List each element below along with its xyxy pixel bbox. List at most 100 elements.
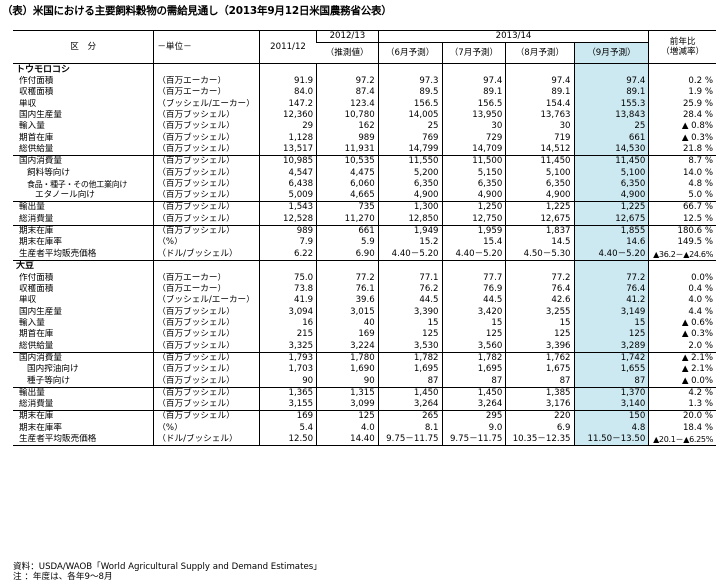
value-cell: 6,438 <box>258 178 317 190</box>
value-cell: 989 <box>258 224 317 238</box>
table-row: 国内搾油向け （百万ブッシェル） 1,703 1,690 1,695 1,695 1,675… <box>13 364 716 376</box>
row-unit: （百万エーカー） <box>153 272 260 285</box>
value-cell: 73.8 <box>258 284 317 296</box>
value-cell: 4.40－5.20 <box>573 248 649 261</box>
value-cell: 90 <box>258 375 317 388</box>
value-cell: 6.90 <box>316 248 379 261</box>
value-cell: 11,931 <box>316 143 379 156</box>
section-spacer <box>505 259 575 273</box>
row-unit: （ブッシェル/エーカー） <box>153 295 260 307</box>
value-cell: 15 <box>377 317 443 330</box>
value-cell: 220 <box>505 410 575 423</box>
row-label: 作付面積 <box>19 76 54 87</box>
section-spacer <box>153 259 260 273</box>
value-cell: 6.9 <box>505 422 575 434</box>
yoy-cell: ▲20.1－▲6.25% <box>648 433 716 447</box>
yoy-cell: 8.7 % <box>648 155 716 168</box>
value-cell: 1,959 <box>441 224 506 238</box>
yoy-cell: 4.8 % <box>648 178 716 190</box>
yoy-cell: ▲ 2.1% <box>648 364 716 376</box>
yoy-cell: 1.9 % <box>648 87 716 99</box>
value-cell: 12,360 <box>258 109 317 122</box>
value-cell: 30 <box>505 121 575 133</box>
row-label: 収穫面積 <box>19 87 54 98</box>
row-label: 期末在庫 <box>13 410 154 423</box>
value-cell: 11,550 <box>377 155 443 168</box>
value-cell: 1,250 <box>441 201 506 214</box>
value-cell: 3,289 <box>573 340 649 353</box>
value-cell: 123.4 <box>316 98 379 110</box>
section-spacer <box>648 63 716 76</box>
value-cell: 25 <box>573 121 649 133</box>
value-cell: 41.2 <box>573 295 649 307</box>
value-cell: 125 <box>573 329 649 341</box>
table-row: 総消費量 （百万ブッシェル） 3,155 3,099 3,264 3,264 3,176 3,… <box>13 399 716 411</box>
value-cell: 1,742 <box>573 351 649 365</box>
value-cell: 1,695 <box>377 364 443 376</box>
row-label: 国内消費量 <box>13 155 154 168</box>
value-cell: 11,450 <box>505 155 575 168</box>
row-label: 期末在庫 <box>13 224 154 238</box>
table-body: トウモロコシ 作付面積 （百万エーカー） 91.9 97.2 97.3 97.4 97.4 97… <box>13 63 716 447</box>
section-spacer <box>316 259 379 273</box>
value-cell: 97.3 <box>377 76 443 88</box>
value-cell: 14.40 <box>316 433 379 447</box>
value-cell: 13,763 <box>505 109 575 122</box>
header-yoy-label: 前年比 <box>669 37 696 47</box>
value-cell: 125 <box>377 329 443 341</box>
table-row: 種子等向け （百万ブッシェル） 90 90 87 87 87 87 ▲ 0.0% <box>13 375 716 388</box>
value-cell: 3,149 <box>573 306 649 318</box>
table-row: 国内生産量 （百万ブッシェル） 3,094 3,015 3,390 3,420 3,255 3… <box>13 306 716 318</box>
value-cell: 97.4 <box>505 76 575 88</box>
value-cell: 295 <box>441 410 506 423</box>
section-spacer <box>258 63 317 76</box>
value-cell: 1,300 <box>377 201 443 214</box>
table-row: 飼料等向け （百万ブッシェル） 4,547 4,475 5,200 5,150 5,100 5… <box>13 167 716 179</box>
value-cell: 169 <box>258 410 317 423</box>
value-cell: 14,530 <box>573 143 649 156</box>
row-unit: （百万ブッシェル） <box>153 399 260 411</box>
value-cell: 91.9 <box>258 76 317 88</box>
value-cell: 5,009 <box>258 189 317 202</box>
value-cell: 5,100 <box>505 167 575 179</box>
yoy-cell: 180.6 % <box>648 224 716 238</box>
value-cell: 1,690 <box>316 364 379 376</box>
value-cell: 11.50－13.50 <box>573 433 649 447</box>
value-cell: 6,060 <box>316 178 379 190</box>
value-cell: 41.9 <box>258 295 317 307</box>
value-cell: 9.0 <box>441 422 506 434</box>
value-cell: 15 <box>573 317 649 330</box>
value-cell: 39.6 <box>316 295 379 307</box>
value-cell: 5.9 <box>316 237 379 249</box>
value-cell: 10,535 <box>316 155 379 168</box>
value-cell: 4,900 <box>573 189 649 202</box>
row-unit: （百万エーカー） <box>153 284 260 296</box>
value-cell: 76.4 <box>505 284 575 296</box>
section-header-corn: トウモロコシ <box>13 63 716 76</box>
row-unit: （ドル/ブッシェル） <box>153 433 260 447</box>
value-cell: 14,512 <box>505 143 575 156</box>
value-cell: 1,128 <box>258 132 317 144</box>
value-cell: 89.5 <box>377 87 443 99</box>
yoy-cell: 2.0 % <box>648 340 716 353</box>
yoy-cell: ▲ 2.1% <box>648 351 716 365</box>
row-label: 収穫面積 <box>19 284 54 295</box>
value-cell: 97.2 <box>316 76 379 88</box>
header-2012: 2012/13 <box>316 30 379 43</box>
value-cell: 89.1 <box>441 87 506 99</box>
value-cell: 4,900 <box>505 189 575 202</box>
value-cell: 5,200 <box>377 167 443 179</box>
row-label: 期末在庫率 <box>19 422 62 433</box>
supply-demand-table: 区 分 －単位－ 2011/12 2012/13 2013/14 前年比 （増減… <box>13 30 716 447</box>
row-unit: （百万ブッシェル） <box>153 351 260 365</box>
row-label: 単収 <box>19 295 37 306</box>
value-cell: 1,370 <box>573 386 649 400</box>
row-unit: （ブッシェル/エーカー） <box>153 98 260 110</box>
table-row: 総供給量 （百万ブッシェル） 13,517 11,931 14,799 14,709 14,… <box>13 143 716 156</box>
value-cell: 14,799 <box>377 143 443 156</box>
value-cell: 76.2 <box>377 284 443 296</box>
value-cell: 77.2 <box>573 272 649 285</box>
value-cell: 3,420 <box>441 306 506 318</box>
table-row: 期首在庫 （百万ブッシェル） 1,128 989 769 729 719 661 ▲ 0.3% <box>13 132 716 144</box>
value-cell: 4,900 <box>377 189 443 202</box>
